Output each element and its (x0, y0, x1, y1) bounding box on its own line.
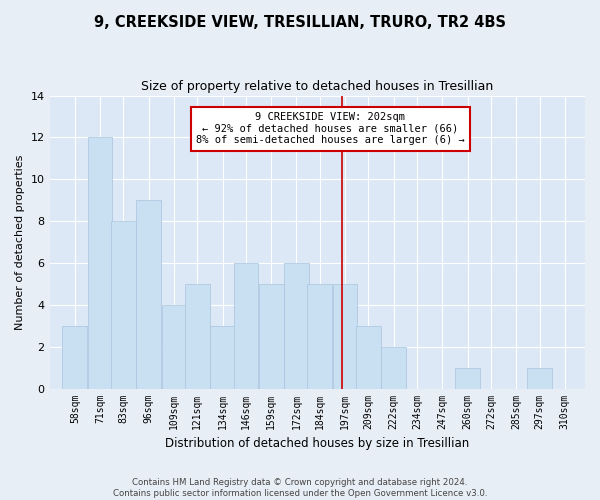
Text: Contains HM Land Registry data © Crown copyright and database right 2024.
Contai: Contains HM Land Registry data © Crown c… (113, 478, 487, 498)
Bar (333, 284, 358, 389)
Bar (527, 368, 552, 388)
Bar (382, 346, 406, 389)
Bar (62, 326, 87, 388)
Bar (136, 200, 161, 388)
Bar (259, 284, 284, 389)
Bar (111, 221, 136, 388)
Y-axis label: Number of detached properties: Number of detached properties (15, 154, 25, 330)
Bar (185, 284, 209, 389)
Text: 9 CREEKSIDE VIEW: 202sqm
← 92% of detached houses are smaller (66)
8% of semi-de: 9 CREEKSIDE VIEW: 202sqm ← 92% of detach… (196, 112, 465, 146)
Bar (161, 305, 187, 388)
Title: Size of property relative to detached houses in Tresillian: Size of property relative to detached ho… (141, 80, 493, 93)
Bar (210, 326, 235, 388)
Bar (233, 263, 258, 388)
Bar (88, 138, 112, 388)
Bar (284, 263, 309, 388)
X-axis label: Distribution of detached houses by size in Tresillian: Distribution of detached houses by size … (165, 437, 469, 450)
Text: 9, CREEKSIDE VIEW, TRESILLIAN, TRURO, TR2 4BS: 9, CREEKSIDE VIEW, TRESILLIAN, TRURO, TR… (94, 15, 506, 30)
Bar (356, 326, 381, 388)
Bar (455, 368, 480, 388)
Bar (307, 284, 332, 389)
